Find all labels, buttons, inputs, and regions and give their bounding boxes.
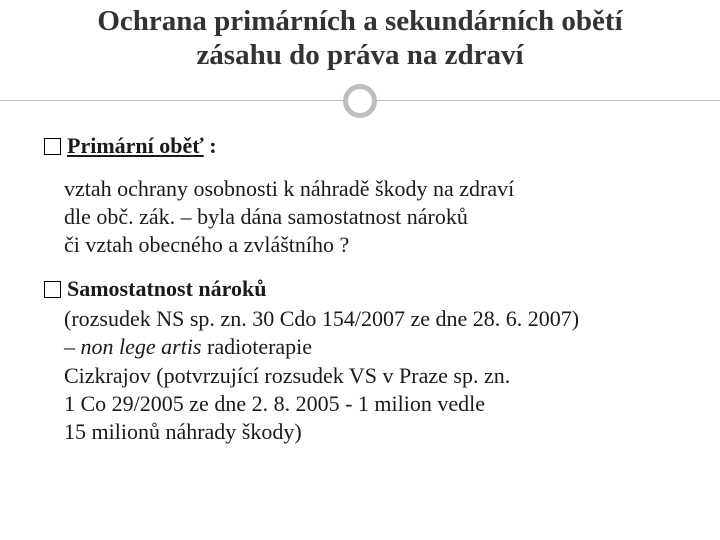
- bullet-claim-independence: Samostatnost nároků: [44, 275, 676, 303]
- heading-primary-victim: Primární oběť :: [67, 132, 217, 160]
- p2-line5: 15 milionů náhrady škody): [64, 419, 302, 444]
- p2-line2-suffix: radioterapie: [202, 334, 313, 359]
- p2-line2-italic: non lege artis: [81, 334, 202, 359]
- slide: Ochrana primárních a sekundárních obětí …: [0, 0, 720, 540]
- title-line-2: zásahu do práva na zdraví: [196, 39, 523, 71]
- divider-circle-icon: [343, 84, 377, 118]
- heading-claim-independence: Samostatnost nároků: [67, 275, 266, 303]
- heading-suffix: :: [204, 133, 217, 158]
- p2-line3: Cizkrajov (potvrzující rozsudek VS v Pra…: [64, 363, 510, 388]
- p2-line1: (rozsudek NS sp. zn. 30 Cdo 154/2007 ze …: [64, 306, 579, 331]
- square-bullet-icon: [44, 138, 61, 155]
- p1-line3: či vztah obecného a zvláštního ?: [64, 232, 349, 257]
- title-divider: [0, 78, 720, 124]
- heading-underlined: Primární oběť: [67, 133, 204, 158]
- bullet-primary-victim: Primární oběť :: [44, 132, 676, 160]
- p2-line4: 1 Co 29/2005 ze dne 2. 8. 2005 - 1 milio…: [64, 391, 485, 416]
- paragraph-2: (rozsudek NS sp. zn. 30 Cdo 154/2007 ze …: [44, 305, 676, 446]
- square-bullet-icon: [44, 281, 61, 298]
- p2-line2-prefix: –: [64, 334, 81, 359]
- slide-body: Primární oběť : vztah ochrany osobnosti …: [0, 124, 720, 446]
- p1-line1: vztah ochrany osobnosti k náhradě škody …: [64, 176, 514, 201]
- paragraph-1: vztah ochrany osobnosti k náhradě škody …: [44, 175, 676, 259]
- slide-title: Ochrana primárních a sekundárních obětí …: [0, 0, 720, 72]
- p1-line2: dle obč. zák. – byla dána samostatnost n…: [64, 204, 468, 229]
- title-line-1: Ochrana primárních a sekundárních obětí: [97, 5, 622, 37]
